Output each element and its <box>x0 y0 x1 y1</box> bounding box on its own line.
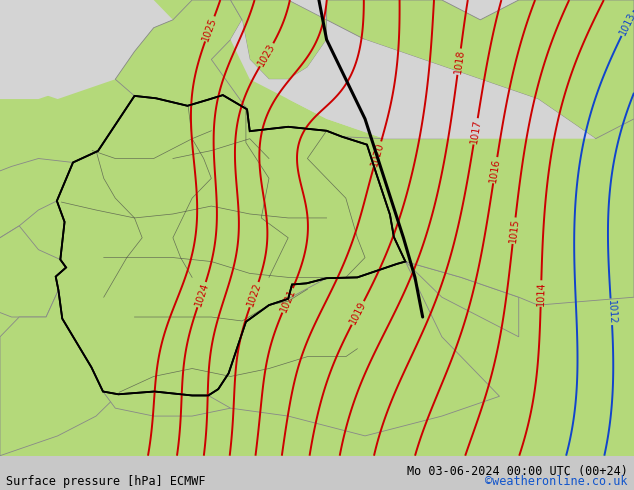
Text: 1022: 1022 <box>245 281 263 308</box>
Text: 1012: 1012 <box>605 299 617 324</box>
Polygon shape <box>115 0 247 109</box>
Polygon shape <box>288 131 519 337</box>
Text: 1018: 1018 <box>453 49 466 74</box>
Text: 1020: 1020 <box>369 141 385 168</box>
Text: 1016: 1016 <box>488 157 502 183</box>
Text: 1013: 1013 <box>618 11 634 37</box>
Polygon shape <box>0 0 153 99</box>
Text: 1014: 1014 <box>536 281 547 306</box>
Text: 1017: 1017 <box>469 119 482 144</box>
Polygon shape <box>0 0 173 99</box>
Polygon shape <box>211 0 634 139</box>
Text: 1019: 1019 <box>347 300 368 326</box>
Polygon shape <box>208 262 500 436</box>
Text: 1021: 1021 <box>278 287 297 314</box>
Polygon shape <box>0 290 119 456</box>
Text: 1015: 1015 <box>508 218 521 244</box>
Polygon shape <box>0 226 66 317</box>
Polygon shape <box>103 389 231 416</box>
Polygon shape <box>327 0 634 139</box>
Text: Surface pressure [hPa] ECMWF: Surface pressure [hPa] ECMWF <box>6 474 206 488</box>
Polygon shape <box>231 20 595 139</box>
Polygon shape <box>231 0 327 79</box>
Text: Mo 03-06-2024 00:00 UTC (00+24): Mo 03-06-2024 00:00 UTC (00+24) <box>407 465 628 478</box>
Polygon shape <box>56 95 405 395</box>
Polygon shape <box>342 0 634 305</box>
Text: 1025: 1025 <box>201 16 219 42</box>
Text: 1023: 1023 <box>256 42 277 68</box>
Polygon shape <box>0 158 73 245</box>
Text: 1024: 1024 <box>193 281 210 308</box>
Text: ©weatheronline.co.uk: ©weatheronline.co.uk <box>485 475 628 488</box>
